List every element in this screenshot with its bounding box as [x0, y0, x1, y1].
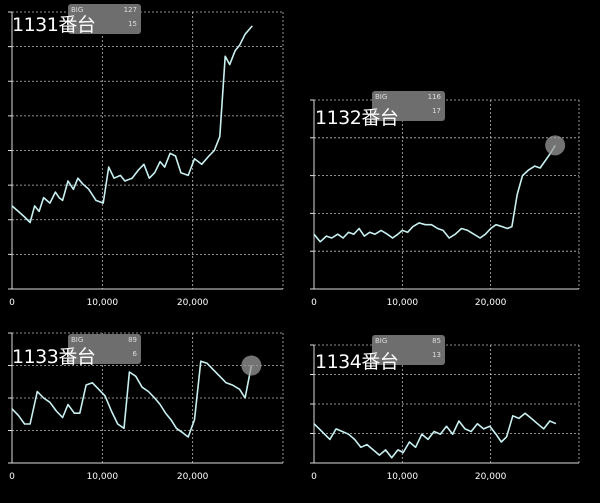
- x-tick-label: 20,000: [177, 472, 209, 482]
- machine-title: 1131番台: [12, 14, 96, 36]
- series-line: [11, 360, 253, 438]
- x-tick-label: 0: [311, 298, 317, 308]
- machine-title: 1133番台: [12, 346, 96, 368]
- end-marker: [545, 135, 566, 156]
- bonus-count-badge: BIG 85 13: [372, 335, 445, 365]
- bonus-count-badge: BIG 127 15: [68, 4, 141, 34]
- reg-count: 13: [432, 351, 441, 359]
- series-line: [313, 144, 556, 243]
- big-count: 116: [427, 93, 441, 101]
- chart-panel-1132: 0 10,000 20,000 BIG 116 17 1132番台: [300, 0, 600, 322]
- x-tick-label: 10,000: [387, 472, 419, 482]
- badge-label: BIG: [71, 336, 84, 344]
- x-tick-label: 0: [9, 298, 15, 308]
- machine-title: 1132番台: [315, 107, 399, 129]
- x-tick-label: 10,000: [387, 298, 419, 308]
- chart-svg: 0 10,000 20,000: [8, 11, 284, 308]
- x-tick-label: 0: [311, 472, 317, 482]
- x-tick-label: 0: [9, 472, 15, 482]
- chart-panel-1133: 0 10,000 20,000 BIG 89 6 1133番台: [0, 322, 300, 503]
- chart-svg: 0 10,000 20,000: [8, 332, 284, 482]
- chart-panel-1134: 0 10,000 20,000 BIG 85 13 1134番台: [300, 322, 600, 503]
- bonus-count-badge: BIG 116 17: [372, 91, 445, 121]
- bonus-count-badge: BIG 89 6: [68, 334, 141, 364]
- machine-title: 1134番台: [315, 351, 399, 373]
- x-tick-label: 20,000: [475, 298, 507, 308]
- x-tick-label: 10,000: [87, 298, 119, 308]
- chart-svg: 0 10,000 20,000: [310, 99, 580, 308]
- end-marker: [241, 355, 262, 376]
- x-tick-label: 20,000: [475, 472, 507, 482]
- reg-count: 15: [128, 20, 137, 28]
- big-count: 85: [432, 337, 441, 345]
- series-line: [313, 412, 557, 459]
- badge-label: BIG: [375, 93, 388, 101]
- big-count: 89: [128, 336, 137, 344]
- x-tick-label: 10,000: [87, 472, 119, 482]
- chart-panel-1131: 0 10,000 20,000 BIG 127 15 1131番台: [0, 0, 300, 322]
- chart-svg: 0 10,000 20,000: [310, 344, 580, 482]
- badge-label: BIG: [71, 6, 84, 14]
- reg-count: 6: [132, 350, 137, 358]
- big-count: 127: [123, 6, 137, 14]
- reg-count: 17: [432, 107, 441, 115]
- x-tick-label: 20,000: [177, 298, 209, 308]
- series-line: [11, 25, 253, 224]
- badge-label: BIG: [375, 337, 388, 345]
